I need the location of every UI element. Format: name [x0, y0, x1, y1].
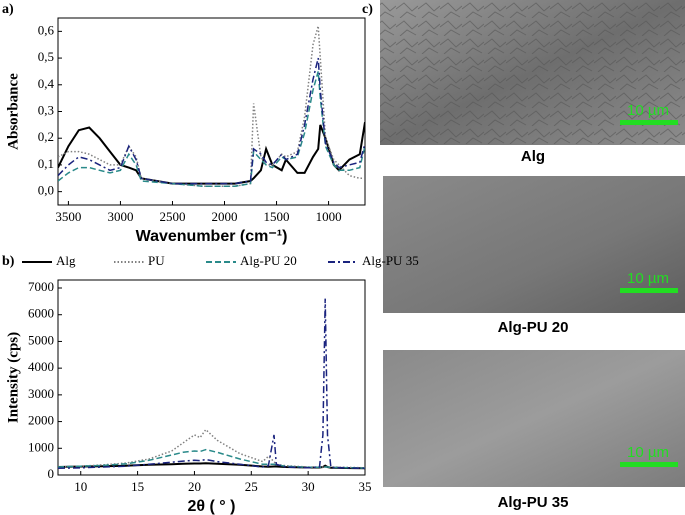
y-tick-label: 7000	[28, 279, 54, 294]
y-tick-label: 2000	[28, 413, 54, 428]
y-tick-label: 1000	[28, 439, 54, 454]
series-line	[58, 25, 365, 188]
y-tick-label: 0,4	[38, 76, 55, 91]
x-axis-title: Wavenumber (cm⁻¹)	[136, 228, 288, 245]
panel-label: b)	[2, 254, 15, 269]
y-tick-label: 6000	[28, 306, 54, 321]
x-tick-label: 30	[302, 479, 315, 494]
scale-bar-label: 10 µm	[627, 102, 669, 119]
y-tick-label: 0,3	[38, 102, 54, 117]
x-tick-label: 3000	[107, 209, 133, 224]
scale-bar-label: 10 µm	[627, 270, 669, 287]
y-tick-label: 0,2	[38, 129, 54, 144]
series-line	[58, 298, 365, 470]
y-tick-label: 4000	[28, 359, 54, 374]
legend-label: Alg-PU 35	[362, 253, 419, 268]
panel-label: a)	[2, 2, 14, 17]
image-caption: Alg-PU 35	[498, 494, 569, 511]
panel-label: c)	[362, 2, 373, 17]
y-tick-label: 0	[48, 466, 55, 481]
y-tick-label: 0,1	[38, 156, 54, 171]
series-line	[58, 57, 365, 185]
plot-frame	[57, 279, 366, 476]
x-tick-label: 2500	[159, 209, 185, 224]
x-tick-label: 15	[131, 479, 144, 494]
legend-label: Alg-PU 20	[240, 253, 297, 268]
sem-images	[380, 0, 685, 487]
y-axis-title: Absorbance	[5, 73, 21, 150]
legend-label: PU	[148, 253, 165, 268]
scale-bar	[620, 288, 678, 293]
series-line	[58, 448, 365, 469]
x-tick-label: 35	[359, 479, 372, 494]
scale-bar-label: 10 µm	[627, 444, 669, 461]
x-tick-label: 1000	[316, 209, 342, 224]
y-tick-label: 5000	[28, 332, 54, 347]
x-tick-label: 10	[74, 479, 87, 494]
x-tick-label: 1500	[264, 209, 290, 224]
series-line	[58, 71, 365, 188]
image-caption: Alg	[521, 148, 545, 165]
x-axis-title: 2θ ( ° )	[188, 498, 236, 515]
scale-bar	[620, 120, 678, 125]
x-tick-label: 25	[245, 479, 258, 494]
scale-bar	[620, 462, 678, 467]
y-axis-title: Intensity (cps)	[5, 332, 21, 423]
plot-area	[58, 298, 365, 470]
plot-area	[58, 25, 365, 188]
legend-label: Alg	[56, 253, 76, 268]
y-tick-label: 3000	[28, 386, 54, 401]
x-tick-label: 3500	[55, 209, 81, 224]
series-line	[58, 122, 365, 185]
x-tick-label: 2000	[212, 209, 238, 224]
y-tick-label: 0,0	[38, 183, 54, 198]
series-line	[58, 428, 365, 469]
image-caption: Alg-PU 20	[498, 319, 569, 336]
y-tick-label: 0,5	[38, 49, 54, 64]
y-tick-label: 0,6	[38, 22, 55, 37]
x-tick-label: 20	[188, 479, 201, 494]
